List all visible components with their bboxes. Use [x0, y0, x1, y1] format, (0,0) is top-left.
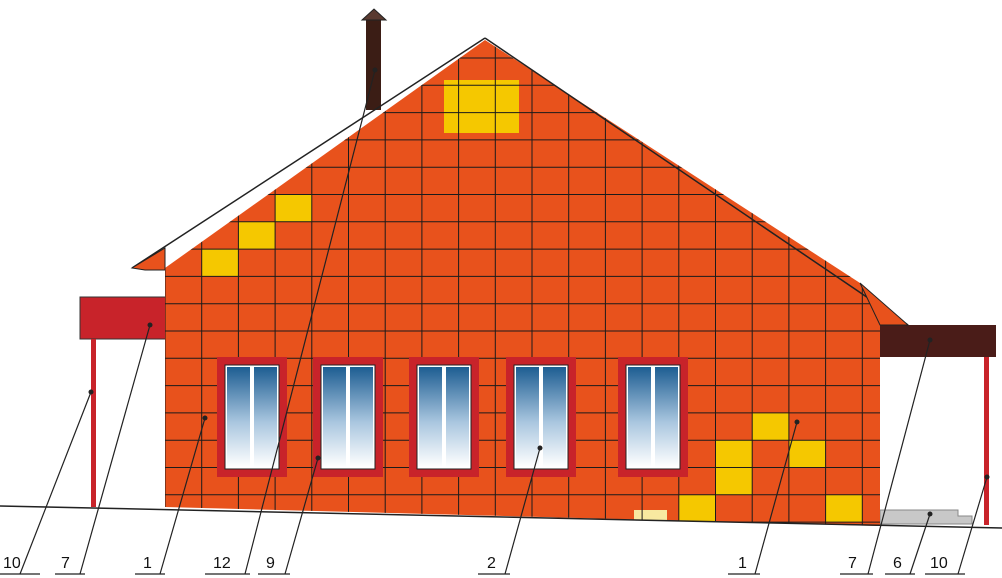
leader-7-left: [79, 324, 151, 575]
accent-tile: [825, 194, 863, 222]
chimney: [366, 20, 381, 110]
leader-10-left: [19, 391, 92, 575]
leader-dot: [537, 445, 543, 451]
leader-6: [909, 513, 931, 575]
leader-dot: [315, 455, 321, 461]
leader-dot: [984, 474, 990, 480]
accent-tile: [201, 249, 239, 277]
left-post: [91, 339, 96, 507]
window-glass: [227, 367, 250, 467]
leader-dot: [927, 511, 933, 517]
eave-right: [859, 282, 910, 326]
leader-dot: [927, 337, 933, 343]
accent-tile: [862, 221, 880, 250]
roof-edge-right: [484, 37, 909, 326]
callout-label-2: 2: [487, 555, 496, 572]
eave-left: [130, 247, 166, 271]
leader-2: [504, 447, 541, 575]
accent-tile: [634, 510, 667, 520]
accent-tile: [899, 249, 936, 276]
leader-7-right: [867, 339, 931, 575]
leader-dot: [147, 322, 153, 328]
callout-label-7-right: 7: [848, 555, 857, 572]
ground-line: [0, 505, 1002, 529]
window-glass: [446, 367, 469, 467]
leader-1-left: [159, 417, 206, 575]
window-glass: [419, 367, 442, 467]
leader-1-right: [754, 421, 798, 575]
window-glass: [516, 367, 539, 467]
accent-tile: [752, 412, 789, 441]
leader-12: [244, 69, 376, 575]
leader-10-right: [957, 476, 988, 575]
right-canopy: [876, 325, 996, 357]
leader-dot: [202, 415, 208, 421]
accent-tile: [444, 80, 519, 133]
leader-dot: [794, 419, 800, 425]
left-canopy: [79, 296, 169, 340]
callout-label-6: 6: [893, 555, 902, 572]
accent-tile: [715, 467, 753, 495]
callout-label-1-right: 1: [738, 555, 747, 572]
right-post: [984, 357, 989, 525]
foundation-block: [879, 509, 973, 525]
accent-tile: [238, 221, 276, 250]
window-glass: [254, 367, 277, 467]
leader-dot: [372, 67, 378, 73]
accent-tile: [788, 440, 826, 468]
chimney-cap: [360, 8, 388, 21]
window-glass: [323, 367, 346, 467]
callout-label-1-left: 1: [143, 555, 152, 572]
accent-tile: [275, 194, 312, 222]
callout-label-10-left: 10: [3, 555, 21, 572]
window-glass: [543, 367, 566, 467]
callout-label-12: 12: [213, 555, 231, 572]
leader-dot: [88, 389, 94, 395]
leader-9: [284, 457, 319, 575]
window-glass: [628, 367, 651, 467]
accent-tile: [678, 494, 716, 523]
callout-label-10-right: 10: [930, 555, 948, 572]
accent-tile: [715, 440, 753, 468]
window-glass: [350, 367, 373, 467]
callout-label-9: 9: [266, 555, 275, 572]
accent-tile: [825, 494, 863, 523]
callout-label-7-left: 7: [61, 555, 70, 572]
roof-edge-left: [131, 37, 486, 269]
window-glass: [655, 367, 678, 467]
